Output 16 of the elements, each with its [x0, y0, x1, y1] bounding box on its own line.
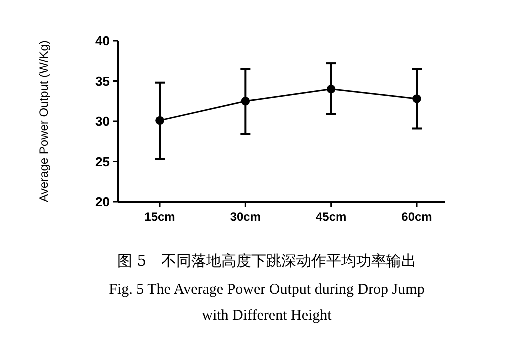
y-tick-label: 20: [96, 194, 110, 210]
point: [241, 97, 250, 106]
y-tick-label: 35: [96, 74, 110, 89]
point: [156, 116, 164, 126]
caption: 图 5 不同落地高度下跳深动作平均功率输出: [117, 252, 417, 270]
y-tick-label: 40: [96, 34, 110, 49]
y-tick-label: 25: [96, 154, 110, 170]
point: [412, 94, 422, 104]
y-axis-title: Average Power Output (W/Kg): [37, 40, 51, 202]
caption: Fig. 5 The Average Power Output during Drop Jump with Different Height: [109, 282, 425, 324]
x-tick-label: 60cm: [402, 210, 432, 224]
y-tick-label: 30: [96, 114, 110, 130]
x-tick-label: 45cm: [316, 210, 347, 224]
point: [326, 84, 336, 94]
x-tick-label: 30cm: [230, 210, 262, 224]
x-tick-label: 15cm: [144, 210, 176, 224]
